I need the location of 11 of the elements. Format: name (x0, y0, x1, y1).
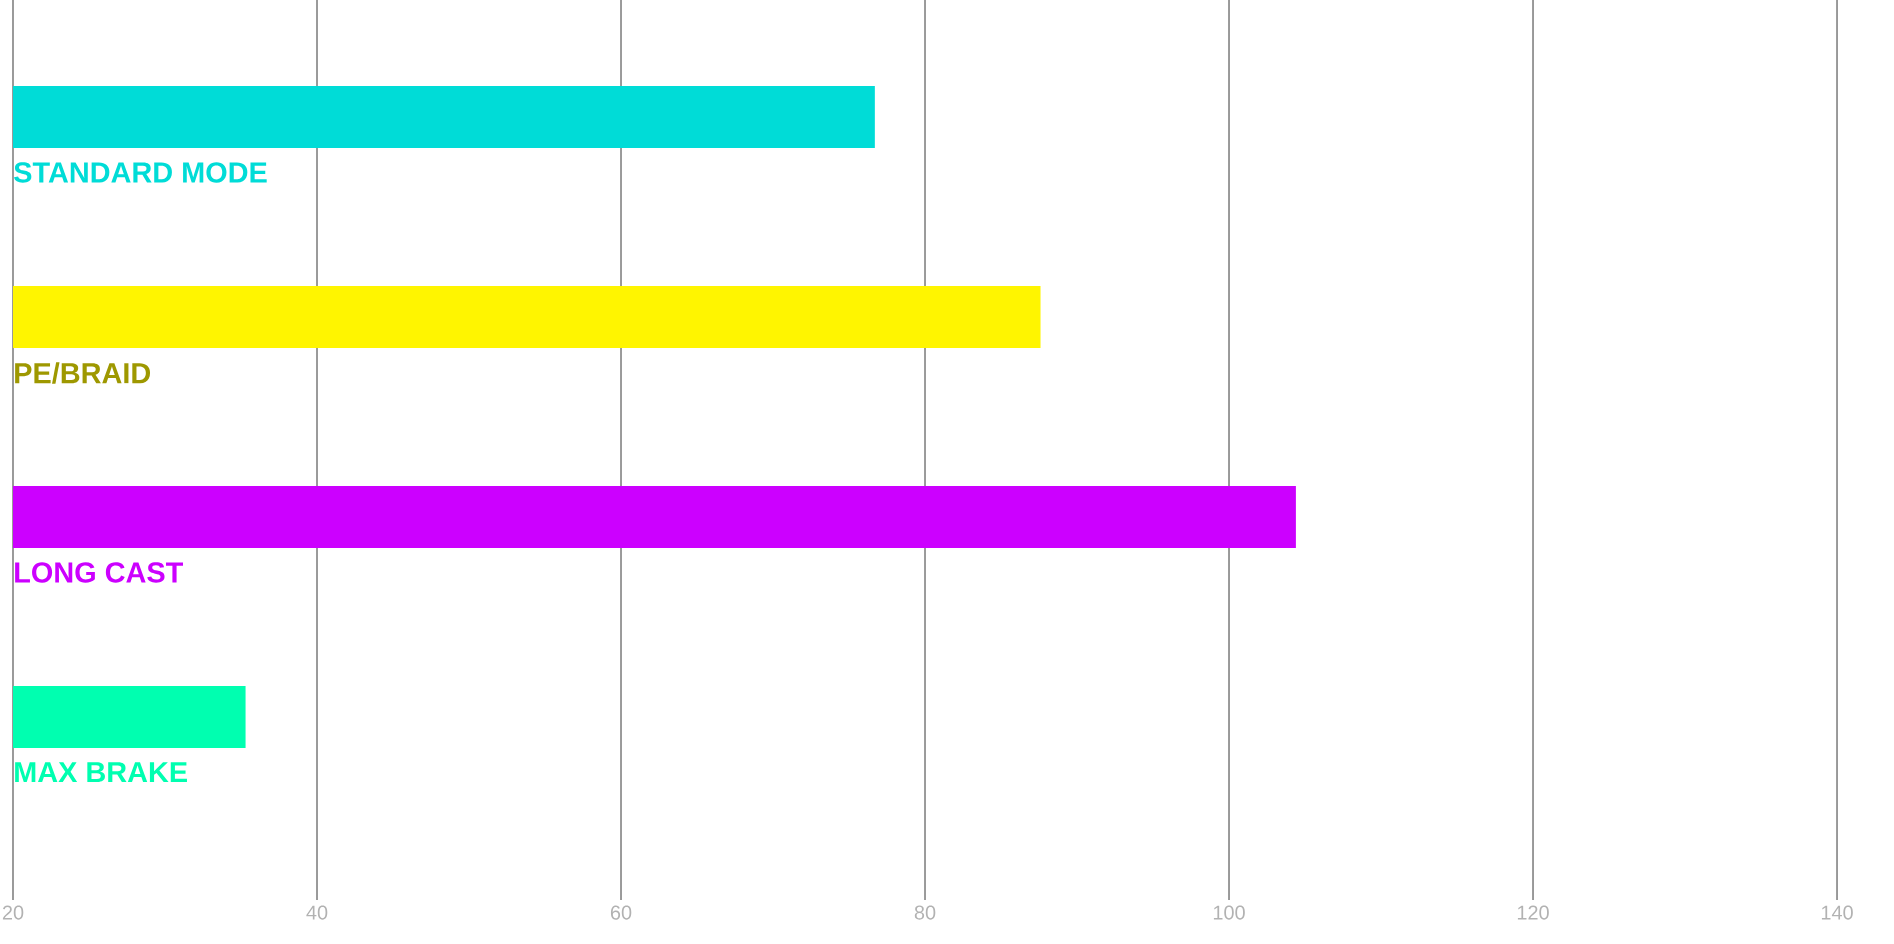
x-tick-label: 100 (1213, 905, 1245, 920)
x-tick-label: 140 (1821, 905, 1853, 920)
y-tick-label: MAX BRAKE (15, 762, 187, 783)
x-tick-label: 80 (914, 905, 936, 920)
x-tick-label: 40 (306, 905, 328, 920)
x-tick-label: 120 (1517, 905, 1549, 920)
x-tick-label: 60 (610, 905, 632, 920)
x-tick-label: 20 (2, 905, 24, 920)
y-tick-label: STANDARD MODE (14, 162, 267, 183)
y-tick-label: LONG CAST (15, 562, 183, 583)
y-tick-label: PE/BRAID (15, 362, 151, 384)
